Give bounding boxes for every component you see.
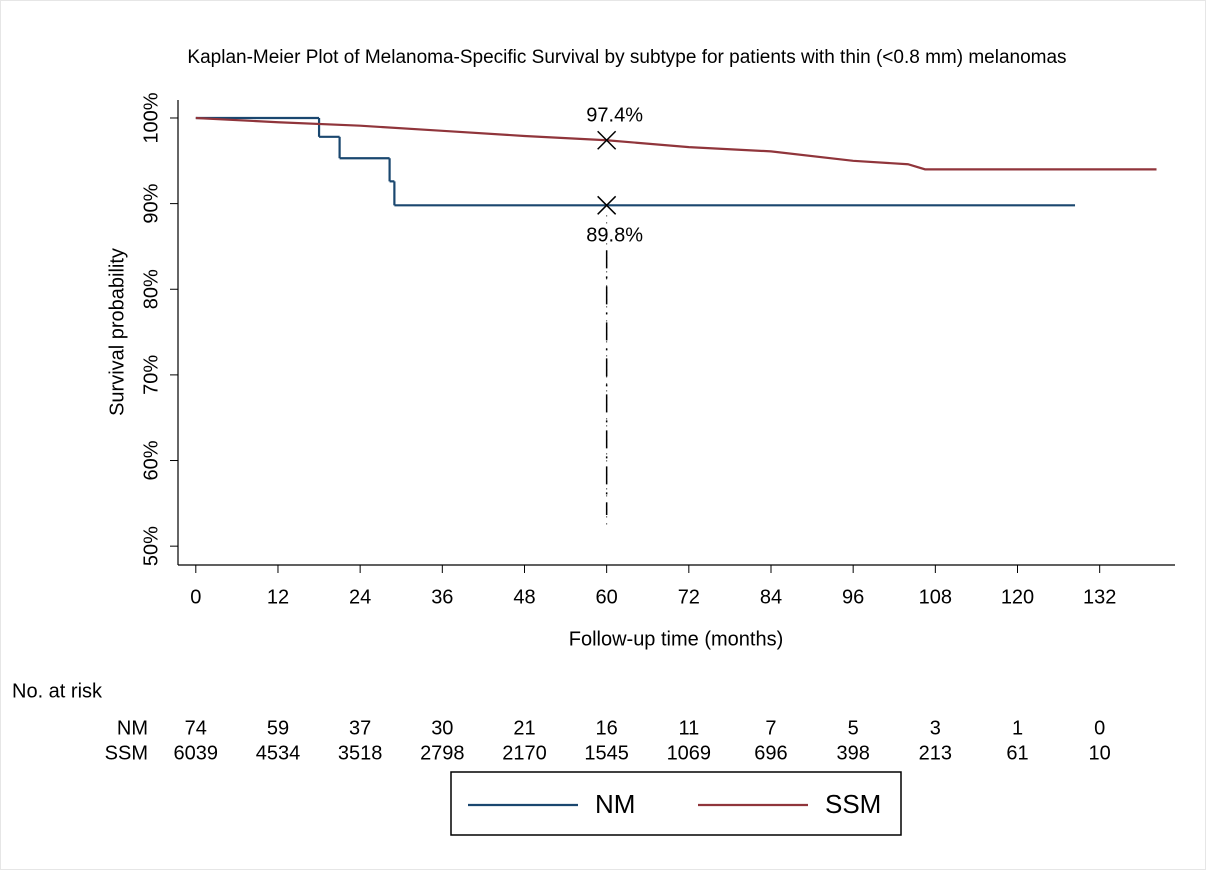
y-tick-label: 80% bbox=[140, 269, 162, 309]
annotation-label: 89.8% bbox=[586, 225, 643, 247]
legend-label: SSM bbox=[825, 789, 881, 819]
risk-count: 21 bbox=[513, 717, 535, 739]
risk-count: 1 bbox=[1012, 717, 1023, 739]
x-tick-label: 48 bbox=[513, 586, 535, 608]
risk-row-name: NM bbox=[117, 717, 148, 739]
risk-count: 74 bbox=[185, 717, 207, 739]
x-tick-label: 0 bbox=[190, 586, 201, 608]
x-tick-label: 120 bbox=[1001, 586, 1034, 608]
risk-count: 7 bbox=[765, 717, 776, 739]
legend bbox=[450, 771, 902, 836]
risk-count: 696 bbox=[754, 742, 787, 764]
risk-count: 2170 bbox=[502, 742, 547, 764]
annotation-marker bbox=[597, 130, 617, 150]
y-tick-label: 60% bbox=[140, 440, 162, 480]
y-axis-label: Survival probability bbox=[106, 248, 128, 416]
risk-count: 3518 bbox=[338, 742, 383, 764]
risk-count: 4534 bbox=[256, 742, 301, 764]
x-axis-label: Follow-up time (months) bbox=[569, 628, 784, 650]
x-tick-label: 108 bbox=[919, 586, 952, 608]
risk-count: 1069 bbox=[667, 742, 712, 764]
annotation-marker bbox=[597, 195, 617, 215]
x-tick-label: 96 bbox=[842, 586, 864, 608]
risk-count: 2798 bbox=[420, 742, 465, 764]
risk-count: 59 bbox=[267, 717, 289, 739]
y-tick-label: 100% bbox=[140, 92, 162, 143]
risk-count: 5 bbox=[848, 717, 859, 739]
risk-count: 11 bbox=[678, 717, 699, 739]
risk-row-name: SSM bbox=[105, 742, 148, 764]
risk-count: 0 bbox=[1094, 717, 1105, 739]
x-tick-label: 36 bbox=[431, 586, 453, 608]
x-tick-label: 12 bbox=[267, 586, 289, 608]
chart-title: Kaplan-Meier Plot of Melanoma-Specific S… bbox=[187, 47, 1066, 68]
y-tick-label: 70% bbox=[140, 355, 162, 395]
x-tick-label: 60 bbox=[596, 586, 618, 608]
risk-count: 3 bbox=[930, 717, 941, 739]
risk-count: 16 bbox=[596, 717, 618, 739]
risk-count: 213 bbox=[919, 742, 952, 764]
y-tick-label: 90% bbox=[140, 183, 162, 223]
risk-count: 1545 bbox=[584, 742, 629, 764]
risk-count: 398 bbox=[836, 742, 869, 764]
annotation-label: 97.4% bbox=[586, 105, 643, 127]
risk-count: 30 bbox=[431, 717, 453, 739]
x-tick-label: 132 bbox=[1083, 586, 1116, 608]
x-tick-label: 84 bbox=[760, 586, 782, 608]
risk-count: 6039 bbox=[174, 742, 219, 764]
survival-line bbox=[195, 116, 1157, 171]
risk-count: 37 bbox=[349, 717, 371, 739]
y-tick-label: 50% bbox=[140, 526, 162, 566]
risk-count: 61 bbox=[1006, 742, 1028, 764]
risk-title: No. at risk bbox=[12, 680, 103, 702]
legend-label: NM bbox=[595, 789, 635, 819]
x-tick-label: 24 bbox=[349, 586, 371, 608]
risk-count: 10 bbox=[1089, 742, 1111, 764]
x-tick-label: 72 bbox=[678, 586, 700, 608]
